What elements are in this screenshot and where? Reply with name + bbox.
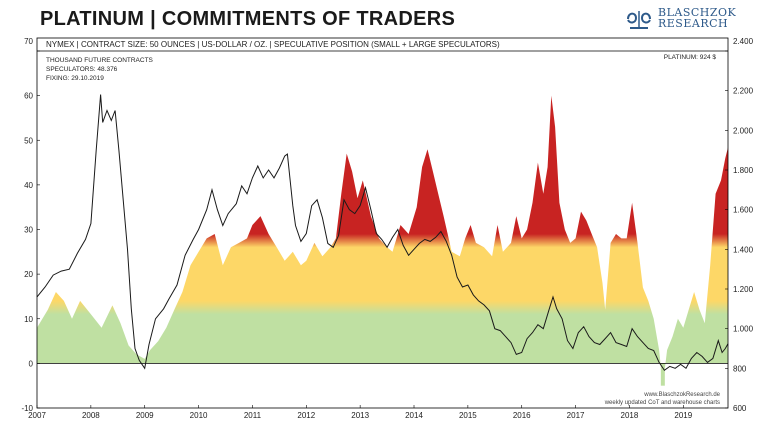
source-url: www.BlaschzokResearch.de xyxy=(643,392,720,398)
right-tick-label: 800 xyxy=(733,364,747,373)
x-axis: 2007 2008 2009 2010 2011 2012 2013 2014 2015 2016… xyxy=(28,405,693,420)
right-tick-label: 2.000 xyxy=(733,126,754,135)
logo-text-line1: BLASCHZOK xyxy=(658,6,737,19)
left-tick-label: 20 xyxy=(24,270,33,279)
right-tick-label: 1.000 xyxy=(733,325,754,334)
platinum-price-line xyxy=(36,94,729,372)
right-tick-label: 1.200 xyxy=(733,285,754,294)
left-tick-label: 60 xyxy=(24,92,33,101)
brand-logo: BLASCHZOK RESEARCH xyxy=(624,6,754,32)
plot-frame xyxy=(36,37,729,409)
left-tick-label: 0 xyxy=(29,359,34,368)
chart-title: PLATINUM | COMMITMENTS OF TRADERS xyxy=(40,8,456,30)
x-tick-label: 2019 xyxy=(674,411,692,420)
left-axis: 70 60 50 40 30 20 10 0 -10 xyxy=(21,37,40,413)
left-tick-label: 50 xyxy=(24,136,33,145)
speculators-area-group xyxy=(37,95,728,386)
source-note: weekly updated CoT and warehouse charts xyxy=(604,400,720,406)
x-tick-label: 2015 xyxy=(459,411,477,420)
x-tick-label: 2007 xyxy=(28,411,46,420)
x-tick-label: 2017 xyxy=(567,411,585,420)
right-tick-label: 2.200 xyxy=(733,87,754,96)
x-tick-label: 2009 xyxy=(136,411,154,420)
speculators-negative-bar xyxy=(660,363,665,386)
left-tick-label: -10 xyxy=(21,404,33,413)
x-tick-label: 2018 xyxy=(621,411,639,420)
x-tick-label: 2010 xyxy=(190,411,208,420)
right-axis: 2.400 2.200 2.000 1.800 1.600 1.400 1.200 1.000… xyxy=(725,37,754,413)
right-tick-label: 2.400 xyxy=(733,37,754,46)
logo-icon xyxy=(627,11,651,29)
x-tick-label: 2013 xyxy=(351,411,369,420)
logo-text-line2: RESEARCH xyxy=(658,17,729,30)
speculators-area xyxy=(37,95,728,386)
x-tick-label: 2008 xyxy=(82,411,100,420)
x-tick-label: 2014 xyxy=(405,411,423,420)
left-tick-label: 40 xyxy=(24,181,33,190)
left-tick-label: 70 xyxy=(24,37,33,46)
x-tick-label: 2012 xyxy=(297,411,315,420)
left-tick-label: 10 xyxy=(24,315,33,324)
x-tick-label: 2016 xyxy=(513,411,531,420)
price-label: PLATINUM: 924 $ xyxy=(664,54,717,61)
right-tick-label: 1.800 xyxy=(733,166,754,175)
chart-subtitle: NYMEX | CONTRACT SIZE: 50 OUNCES | US-DO… xyxy=(46,40,500,49)
left-tick-label: 30 xyxy=(24,226,33,235)
speculators-label: SPECULATORS: 48.376 xyxy=(46,66,118,73)
unit-label: THOUSAND FUTURE CONTRACTS xyxy=(46,57,154,64)
right-tick-label: 600 xyxy=(733,404,747,413)
fixing-label: FIXING: 29.10.2019 xyxy=(46,75,104,82)
right-tick-label: 1.400 xyxy=(733,245,754,254)
right-tick-label: 1.600 xyxy=(733,206,754,215)
x-tick-label: 2011 xyxy=(244,411,262,420)
